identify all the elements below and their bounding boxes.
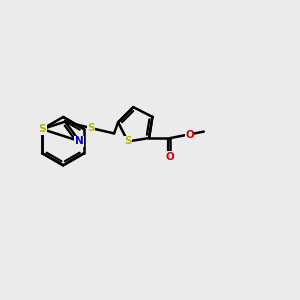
Text: O: O [166, 152, 175, 162]
Text: S: S [87, 123, 95, 133]
Text: S: S [124, 136, 132, 146]
Text: N: N [75, 136, 84, 146]
Text: O: O [185, 130, 194, 140]
Text: S: S [38, 124, 46, 134]
